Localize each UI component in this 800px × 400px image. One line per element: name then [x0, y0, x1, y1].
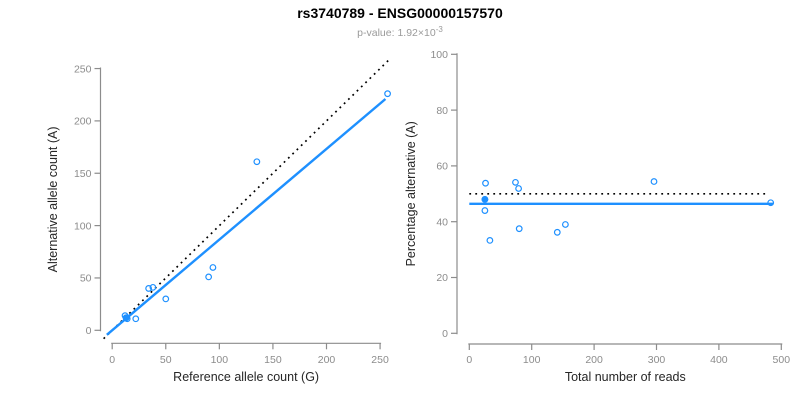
data-point	[767, 199, 775, 207]
y-tick-label: 50	[80, 273, 92, 285]
left-panel-y-axis-title: Alternative allele count (A)	[46, 126, 60, 272]
data-point	[553, 228, 561, 236]
y-tick-label: 60	[436, 161, 448, 173]
data-point	[384, 90, 391, 98]
data-point	[145, 285, 153, 292]
y-tick-label: 0	[442, 328, 448, 340]
data-point	[512, 178, 519, 186]
fit-line	[106, 98, 387, 336]
x-tick-label: 200	[318, 354, 336, 366]
right-panel-x-axis-title: Total number of reads	[565, 370, 686, 384]
data-point	[561, 221, 569, 228]
data-point	[515, 225, 523, 233]
y-tick-label: 250	[74, 63, 92, 75]
p-value-exponent: -3	[435, 25, 443, 34]
data-point	[482, 179, 489, 187]
data-point	[486, 236, 494, 244]
data-point	[162, 295, 170, 303]
x-tick-label: 250	[371, 354, 389, 366]
data-point	[132, 315, 140, 323]
y-tick-label: 100	[74, 220, 92, 232]
data-point	[481, 195, 489, 203]
x-tick-label: 100	[523, 354, 541, 366]
x-tick-label: 0	[466, 354, 472, 366]
x-tick-label: 100	[211, 354, 229, 366]
data-point	[123, 315, 131, 323]
x-tick-label: 0	[109, 354, 115, 366]
x-tick-label: 500	[773, 354, 791, 366]
left-panel-x-axis-title: Reference allele count (G)	[173, 370, 319, 384]
y-tick-label: 200	[74, 116, 92, 128]
left-panel: 0 50 100 150 200 250 Reference allele count (G…	[46, 58, 391, 384]
figure-title: rs3740789 - ENSG00000157570	[297, 5, 503, 21]
data-point	[515, 185, 522, 192]
x-tick-label: 200	[585, 354, 603, 366]
x-tick-label: 400	[710, 354, 728, 366]
y-tick-label: 20	[436, 272, 448, 284]
x-tick-label: 50	[160, 354, 172, 366]
identity-line	[103, 58, 391, 340]
data-point	[481, 207, 489, 214]
data-point	[209, 264, 217, 271]
figure-subtitle: p-value: 1.92×10-3	[0, 25, 800, 39]
p-value-text: p-value: 1.92×10	[357, 27, 436, 39]
data-point	[253, 158, 261, 166]
data-point	[650, 178, 658, 185]
y-tick-label: 150	[74, 168, 92, 180]
y-tick-label: 100	[430, 49, 448, 61]
data-point	[122, 314, 130, 322]
right-panel: 0 100 200 300 400 500 Total number of reads 0 20…	[404, 49, 790, 384]
y-tick-label: 80	[436, 105, 448, 117]
y-tick-label: 0	[86, 325, 92, 337]
data-point	[205, 273, 213, 281]
data-point	[149, 283, 157, 291]
y-tick-label: 40	[436, 216, 448, 228]
x-tick-label: 150	[264, 354, 282, 366]
x-tick-label: 300	[648, 354, 666, 366]
right-panel-y-axis-title: Percentage alternative (A)	[404, 121, 418, 266]
